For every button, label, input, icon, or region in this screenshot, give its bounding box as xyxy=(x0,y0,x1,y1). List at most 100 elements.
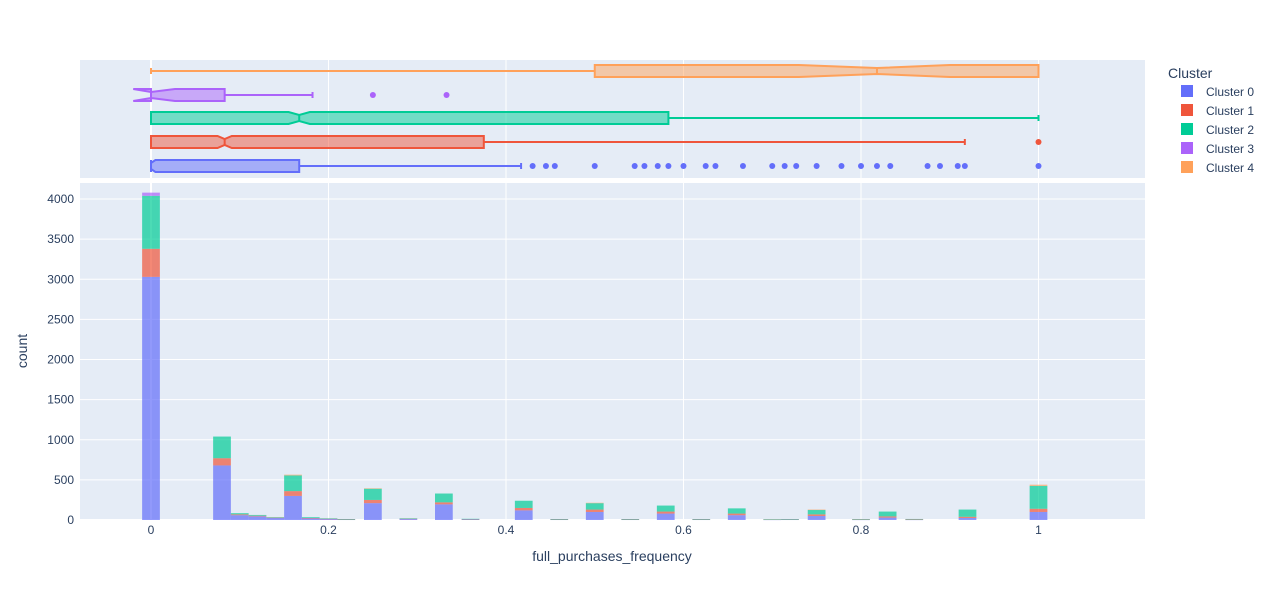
y-axis-ticks: 0 500 1000 1500 2000 2500 3000 3500 4000 xyxy=(47,192,74,527)
box-cluster-3 xyxy=(133,88,450,102)
bar-cluster-4 xyxy=(585,502,604,504)
x-axis-ticks: 0 0.2 0.4 0.6 0.8 1 xyxy=(148,523,1043,537)
bar-cluster-2 xyxy=(230,513,249,515)
y-tick-label: 500 xyxy=(54,473,74,487)
bar-cluster-2 xyxy=(248,514,267,516)
bar-cluster-1 xyxy=(656,511,675,514)
box-outlier xyxy=(1035,139,1042,145)
bar-cluster-1 xyxy=(142,248,160,277)
y-tick-label: 1500 xyxy=(47,393,74,407)
bar-cluster-1 xyxy=(461,519,480,520)
box-body xyxy=(133,88,226,102)
legend-swatch[interactable] xyxy=(1181,85,1193,97)
histogram-bars xyxy=(142,192,1048,521)
bar-cluster-2 xyxy=(621,519,640,520)
legend-swatch[interactable] xyxy=(1181,142,1193,154)
bar-cluster-2 xyxy=(319,518,338,519)
bar-cluster-1 xyxy=(878,516,897,518)
legend-item-label[interactable]: Cluster 0 xyxy=(1206,85,1254,99)
bar-cluster-0 xyxy=(248,516,267,520)
bar-cluster-1 xyxy=(435,502,453,505)
bar-cluster-2 xyxy=(781,519,799,520)
legend-item-label[interactable]: Cluster 3 xyxy=(1206,142,1254,156)
bar-cluster-0 xyxy=(399,519,418,520)
box-outlier xyxy=(924,163,931,169)
x-axis-title: full_purchases_frequency xyxy=(532,548,692,564)
legend: Cluster Cluster 0 Cluster 1 Cluster 2 Clust… xyxy=(1168,65,1254,175)
bar-cluster-2 xyxy=(905,518,924,520)
bar-cluster-2 xyxy=(284,475,302,492)
legend-swatch[interactable] xyxy=(1181,104,1193,116)
box-body xyxy=(150,159,301,173)
bar-cluster-2 xyxy=(461,518,480,520)
x-tick-label: 0.6 xyxy=(675,523,692,537)
bar-cluster-2 xyxy=(878,511,897,517)
bar-cluster-1 xyxy=(807,514,826,516)
bar-cluster-2 xyxy=(727,508,746,514)
bar-cluster-3 xyxy=(142,192,160,196)
bar-cluster-0 xyxy=(319,519,338,520)
box-outlier xyxy=(838,163,845,169)
box-outlier xyxy=(665,163,672,169)
bar-cluster-2 xyxy=(807,509,826,515)
x-tick-label: 1 xyxy=(1035,523,1042,537)
legend-item-label[interactable]: Cluster 2 xyxy=(1206,123,1254,137)
x-tick-label: 0.4 xyxy=(498,523,515,537)
bar-cluster-2 xyxy=(514,500,533,508)
box-outlier xyxy=(813,163,820,169)
bar-cluster-2 xyxy=(852,519,870,520)
bar-cluster-1 xyxy=(266,517,285,519)
box-outlier xyxy=(887,163,894,169)
bar-cluster-2 xyxy=(399,518,418,519)
legend-item-label[interactable]: Cluster 1 xyxy=(1206,104,1254,118)
bar-cluster-0 xyxy=(878,517,897,520)
box-outlier xyxy=(680,163,687,169)
bar-cluster-1 xyxy=(621,519,640,520)
box-outlier xyxy=(443,92,450,98)
y-tick-label: 3500 xyxy=(47,232,74,246)
bar-cluster-1 xyxy=(905,519,924,520)
box-cluster-0 xyxy=(150,159,1042,173)
box-body xyxy=(150,135,485,149)
legend-swatch[interactable] xyxy=(1181,161,1193,173)
bar-cluster-0 xyxy=(461,519,480,520)
bar-cluster-2 xyxy=(266,517,285,518)
box-outlier xyxy=(369,92,376,98)
bar-cluster-1 xyxy=(958,516,977,518)
legend-swatch[interactable] xyxy=(1181,123,1193,135)
bar-cluster-1 xyxy=(284,491,302,496)
box-outlier xyxy=(591,163,598,169)
box-outlier xyxy=(542,163,549,169)
bar-cluster-1 xyxy=(319,518,338,520)
legend-title: Cluster xyxy=(1168,65,1213,81)
bar-cluster-0 xyxy=(230,515,249,520)
grid-lines xyxy=(80,60,1145,521)
bar-cluster-1 xyxy=(585,509,604,512)
bar-cluster-0 xyxy=(364,503,382,520)
box-outlier xyxy=(702,163,709,169)
bar-cluster-4 xyxy=(364,488,382,489)
y-tick-label: 2000 xyxy=(47,353,74,367)
bar-cluster-4 xyxy=(1029,484,1048,486)
bar-cluster-0 xyxy=(585,511,604,520)
bar-cluster-1 xyxy=(692,519,711,520)
bar-cluster-0 xyxy=(727,515,746,520)
bar-cluster-0 xyxy=(1029,511,1048,520)
bar-cluster-0 xyxy=(807,515,826,520)
box-body xyxy=(593,64,1040,78)
bar-cluster-2 xyxy=(301,517,320,518)
bar-cluster-2 xyxy=(213,436,231,459)
legend-item-label[interactable]: Cluster 4 xyxy=(1206,161,1254,175)
bar-cluster-2 xyxy=(585,503,604,510)
box-outlier xyxy=(712,163,719,169)
bar-cluster-0 xyxy=(142,276,160,520)
y-axis-title: count xyxy=(14,334,30,368)
box-outlier xyxy=(769,163,776,169)
box-plots xyxy=(133,64,1042,173)
bar-cluster-1 xyxy=(399,518,418,520)
box-outlier xyxy=(936,163,943,169)
bar-cluster-4 xyxy=(284,474,302,476)
histogram-plot-area xyxy=(80,183,1145,520)
bar-cluster-1 xyxy=(727,513,746,516)
